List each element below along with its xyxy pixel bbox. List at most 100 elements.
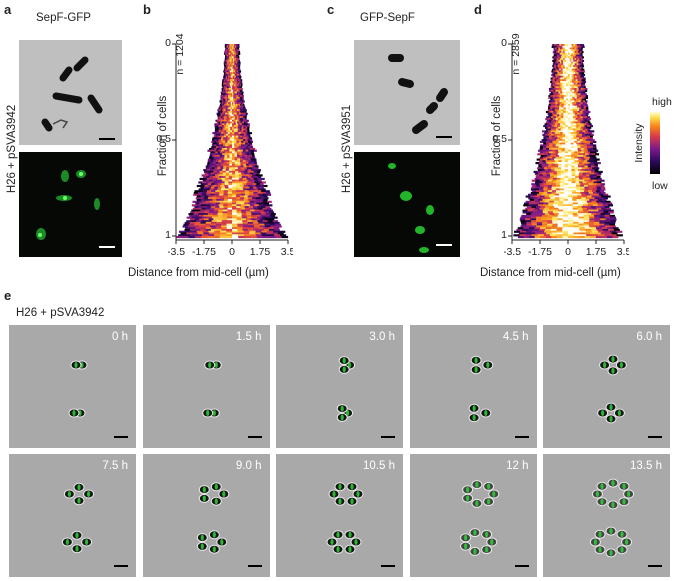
heatmap-cell bbox=[237, 47, 239, 50]
heatmap-cell bbox=[224, 65, 226, 68]
heatmap-cell bbox=[556, 49, 559, 52]
heatmap-cell bbox=[206, 220, 212, 223]
heatmap-cell bbox=[200, 209, 206, 212]
heatmap-cell bbox=[544, 165, 549, 168]
heatmap-cell bbox=[604, 214, 610, 218]
heatmap-cell bbox=[590, 206, 596, 209]
heatmap-cell bbox=[248, 223, 254, 226]
heatmap-cell bbox=[571, 160, 575, 163]
heatmap-cell bbox=[241, 114, 244, 117]
heatmap-cell bbox=[568, 220, 574, 223]
heatmap-cell bbox=[230, 89, 233, 92]
heatmap-cell bbox=[557, 72, 560, 75]
heatmap-cell bbox=[196, 234, 203, 237]
heatmap-cell bbox=[593, 209, 599, 212]
heatmap-cell bbox=[238, 102, 240, 105]
heatmap-cell bbox=[232, 132, 235, 135]
heatmap-cell bbox=[555, 110, 559, 114]
heatmap-cell bbox=[586, 123, 590, 126]
heatmap-cell bbox=[240, 202, 245, 205]
heatmap-cell bbox=[232, 45, 234, 48]
heatmap-cell bbox=[273, 230, 280, 233]
heatmap-cell bbox=[568, 214, 574, 218]
heatmap-cell bbox=[257, 206, 262, 209]
heatmap-cell bbox=[241, 213, 247, 216]
heatmap-cell bbox=[542, 172, 547, 175]
heatmap-cell bbox=[260, 202, 265, 205]
heatmap-cell bbox=[247, 199, 252, 202]
heatmap-cell bbox=[531, 234, 538, 237]
heatmap-cell bbox=[222, 211, 228, 214]
heatmap-cell bbox=[542, 174, 547, 177]
heatmap-cell bbox=[528, 204, 534, 207]
heatmap-cell bbox=[194, 211, 200, 214]
heatmap-cell bbox=[583, 103, 586, 107]
heatmap-cell bbox=[539, 176, 544, 179]
heatmap-cell bbox=[539, 156, 544, 159]
heatmap-cell bbox=[228, 110, 231, 114]
heatmap-cell bbox=[549, 123, 553, 126]
heatmap-cell bbox=[243, 165, 247, 168]
heatmap-cell bbox=[222, 105, 224, 108]
heatmap-cell bbox=[228, 123, 231, 126]
heatmap-cell bbox=[242, 137, 246, 140]
heatmap-cell bbox=[189, 228, 196, 232]
heatmap-cell bbox=[562, 70, 565, 73]
heatmap-cell bbox=[224, 61, 226, 64]
heatmap-cell bbox=[561, 63, 564, 66]
heatmap-cell bbox=[561, 160, 566, 163]
heatmap-cell bbox=[581, 56, 584, 59]
heatmap-cell bbox=[236, 73, 238, 77]
heatmap-cell bbox=[570, 133, 574, 136]
heatmap-cell bbox=[593, 151, 597, 154]
heatmap-cell bbox=[229, 80, 232, 84]
heatmap-cell bbox=[533, 204, 539, 207]
heatmap-cell bbox=[578, 44, 581, 47]
heatmap-cell bbox=[578, 68, 581, 71]
heatmap-cell bbox=[203, 232, 210, 235]
heatmap-cell bbox=[551, 183, 557, 186]
heatmap-cell bbox=[226, 119, 229, 122]
heatmap-cell bbox=[238, 49, 240, 52]
heatmap-cell bbox=[216, 133, 219, 136]
heatmap-cell bbox=[226, 52, 228, 55]
heatmap-cell bbox=[247, 170, 251, 173]
heatmap-cell bbox=[568, 126, 571, 129]
heatmap-cell bbox=[229, 66, 231, 70]
heatmap-cell bbox=[234, 144, 237, 147]
heatmap-cell bbox=[239, 199, 245, 202]
heatmap-cell bbox=[244, 169, 249, 172]
heatmap-cell bbox=[608, 228, 615, 232]
heatmap-cell bbox=[238, 100, 241, 103]
heatmap-cell bbox=[236, 191, 241, 195]
heatmap-cell bbox=[599, 184, 605, 188]
heatmap-cell bbox=[226, 149, 230, 152]
heatmap-cell bbox=[550, 105, 553, 108]
heatmap-cell bbox=[232, 54, 234, 57]
heatmap-cell bbox=[547, 209, 554, 212]
heatmap-cell bbox=[219, 153, 223, 156]
heatmap-cell bbox=[225, 80, 227, 84]
heatmap-cell bbox=[546, 119, 550, 122]
heatmap-cell bbox=[237, 216, 243, 219]
heatmap-cell bbox=[583, 214, 590, 218]
heatmap-cell bbox=[238, 98, 240, 101]
heatmap-cell bbox=[554, 197, 560, 200]
heatmap-cell bbox=[554, 77, 557, 80]
heatmap-cell bbox=[592, 204, 599, 207]
heatmap-cell bbox=[223, 135, 227, 138]
heatmap-cell bbox=[568, 147, 572, 151]
heatmap-cell bbox=[233, 133, 237, 136]
heatmap-cell bbox=[228, 45, 230, 48]
sepf-signal bbox=[484, 546, 488, 553]
heatmap-cell bbox=[563, 107, 567, 110]
heatmap-cell bbox=[561, 58, 564, 61]
heatmap-cell bbox=[220, 121, 223, 124]
heatmap-cell bbox=[595, 206, 601, 209]
heatmap-cell bbox=[227, 132, 231, 135]
heatmap-cell bbox=[232, 91, 234, 94]
heatmap-cell bbox=[569, 44, 572, 47]
heatmap-cell bbox=[558, 112, 562, 115]
heatmap-cell bbox=[562, 75, 565, 78]
heatmap-cell bbox=[249, 200, 255, 203]
